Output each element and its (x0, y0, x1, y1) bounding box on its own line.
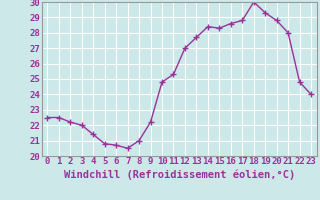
X-axis label: Windchill (Refroidissement éolien,°C): Windchill (Refroidissement éolien,°C) (64, 169, 295, 180)
